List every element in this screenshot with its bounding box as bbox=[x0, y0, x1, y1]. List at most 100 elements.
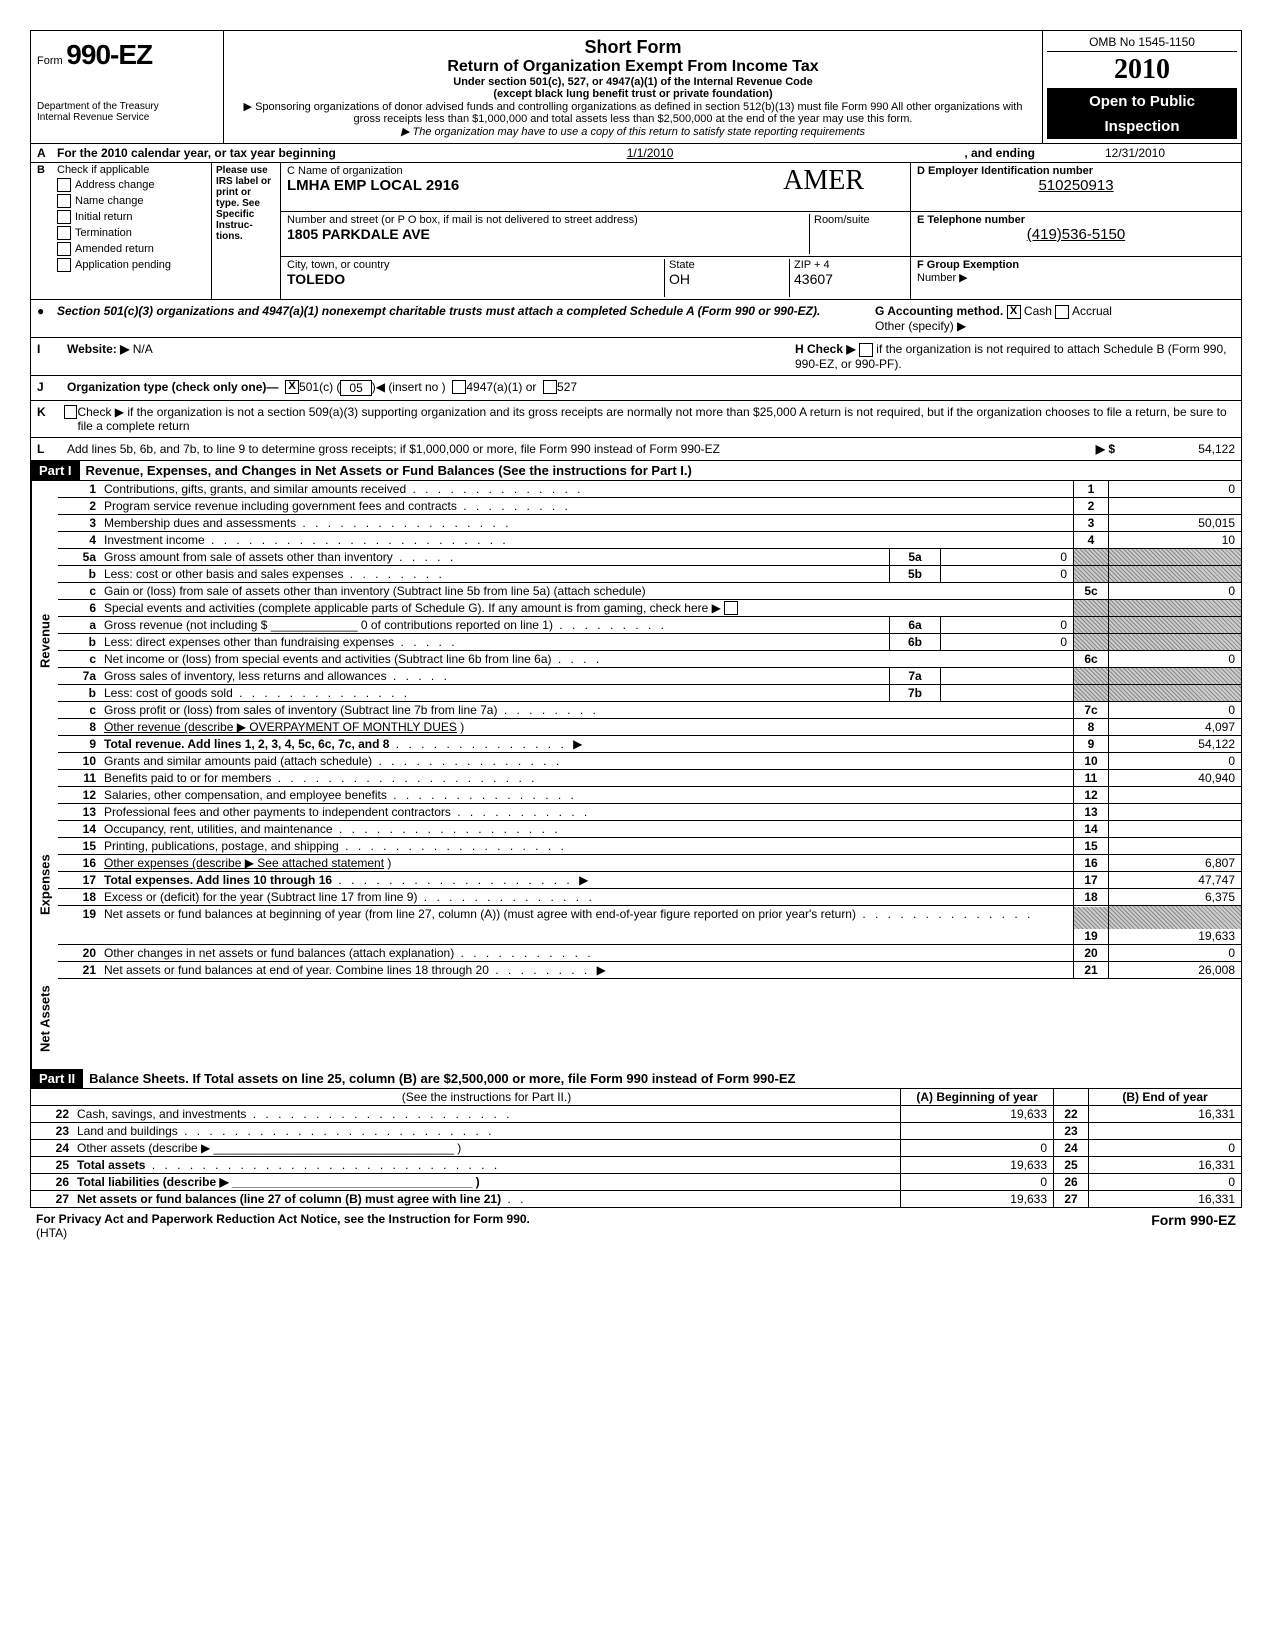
lines-container: 1Contributions, gifts, grants, and simil… bbox=[58, 481, 1241, 1069]
bs23b bbox=[1089, 1123, 1241, 1139]
bs24b: 0 bbox=[1089, 1140, 1241, 1156]
d-label: D Employer Identification number bbox=[917, 165, 1093, 177]
line13-val bbox=[1109, 804, 1241, 820]
line10-val: 0 bbox=[1109, 753, 1241, 769]
form-header: Form 990-EZ Department of the Treasury I… bbox=[31, 31, 1241, 144]
check-pending[interactable] bbox=[57, 258, 71, 272]
line5c-val: 0 bbox=[1109, 583, 1241, 599]
e-label: E Telephone number bbox=[917, 214, 1025, 226]
check-initial[interactable] bbox=[57, 210, 71, 224]
check-amended[interactable] bbox=[57, 242, 71, 256]
form-word: Form bbox=[37, 55, 63, 67]
row-a: A For the 2010 calendar year, or tax yea… bbox=[31, 144, 1241, 163]
title-main: Return of Organization Exempt From Incom… bbox=[234, 58, 1032, 76]
col-b-header: (B) End of year bbox=[1089, 1089, 1241, 1105]
check-501c[interactable] bbox=[285, 380, 299, 394]
ein-value: 510250913 bbox=[917, 177, 1235, 194]
org-name: LMHA EMP LOCAL 2916 bbox=[287, 177, 783, 194]
line21-val: 26,008 bbox=[1109, 962, 1241, 978]
bs25b: 16,331 bbox=[1089, 1157, 1241, 1173]
bs27b: 16,331 bbox=[1089, 1191, 1241, 1207]
bs25a: 19,633 bbox=[900, 1157, 1053, 1173]
part2-header: Part II Balance Sheets. If Total assets … bbox=[31, 1069, 1241, 1089]
title-sub2: (except black lung benefit trust or priv… bbox=[234, 88, 1032, 100]
title-sub1: Under section 501(c), 527, or 4947(a)(1)… bbox=[234, 76, 1032, 88]
name-address-block: C Name of organization LMHA EMP LOCAL 29… bbox=[281, 163, 911, 299]
line2-val bbox=[1109, 498, 1241, 514]
f-label: F Group Exemption bbox=[917, 259, 1019, 271]
bs22b: 16,331 bbox=[1089, 1106, 1241, 1122]
dept-label: Department of the Treasury bbox=[37, 101, 217, 112]
k-text: Check ▶ if the organization is not a sec… bbox=[77, 405, 1235, 433]
row-a-label: For the 2010 calendar year, or tax year … bbox=[57, 146, 336, 160]
part1-title: Revenue, Expenses, and Changes in Net As… bbox=[80, 461, 1241, 480]
check-cash[interactable] bbox=[1007, 305, 1021, 319]
line3-val: 50,015 bbox=[1109, 515, 1241, 531]
ending-label: , and ending bbox=[964, 146, 1035, 160]
omb-number: OMB No 1545-1150 bbox=[1047, 35, 1237, 52]
check-header: Check if applicable bbox=[57, 164, 149, 176]
col-d-e-f: D Employer Identification number 5102509… bbox=[911, 163, 1241, 299]
bs26b: 0 bbox=[1089, 1174, 1241, 1190]
tax-year: 2010 bbox=[1047, 52, 1237, 89]
zip-value: 43607 bbox=[794, 271, 904, 287]
phone-value: (419)536-5150 bbox=[917, 226, 1235, 243]
row-j: J Organization type (check only one)— 50… bbox=[31, 376, 1241, 401]
website-label: Website: ▶ bbox=[67, 342, 129, 371]
f-sub: Number ▶ bbox=[917, 271, 1235, 284]
check-address[interactable] bbox=[57, 178, 71, 192]
check-h[interactable] bbox=[859, 343, 873, 357]
text-501c3: Section 501(c)(3) organizations and 4947… bbox=[57, 304, 875, 333]
street-value: 1805 PARKDALE AVE bbox=[287, 226, 809, 242]
please-label: Please use IRS label or print or type. S… bbox=[212, 163, 281, 299]
bs26a: 0 bbox=[900, 1174, 1053, 1190]
city-value: TOLEDO bbox=[287, 271, 664, 287]
lines-block: Revenue Expenses Net Assets 1Contributio… bbox=[31, 481, 1241, 1069]
check-name[interactable] bbox=[57, 194, 71, 208]
check-4947[interactable] bbox=[452, 380, 466, 394]
check-527[interactable] bbox=[543, 380, 557, 394]
handwritten-amer: AMER bbox=[783, 165, 904, 209]
line19-val: 19,633 bbox=[1115, 929, 1235, 943]
row-l: L Add lines 5b, 6b, and 7b, to line 9 to… bbox=[31, 438, 1241, 461]
line18-val: 6,375 bbox=[1109, 889, 1241, 905]
website-value: N/A bbox=[133, 342, 153, 371]
h-label: H Check ▶ bbox=[795, 342, 856, 356]
row-k: K Check ▶ if the organization is not a s… bbox=[31, 401, 1241, 438]
state-value: OH bbox=[669, 271, 789, 287]
part1-label: Part I bbox=[31, 461, 80, 480]
row-i-h: I Website: ▶ N/A H Check ▶ if the organi… bbox=[31, 338, 1241, 376]
l-value: 54,122 bbox=[1115, 442, 1235, 456]
form-990ez-footer: Form 990-EZ bbox=[1151, 1212, 1236, 1228]
city-label: City, town, or country bbox=[287, 259, 664, 271]
line8-val: 4,097 bbox=[1109, 719, 1241, 735]
vert-netassets: Net Assets bbox=[31, 969, 58, 1069]
street-label: Number and street (or P O box, if mail i… bbox=[287, 214, 809, 226]
line17-val: 47,747 bbox=[1109, 872, 1241, 888]
year-begin: 1/1/2010 bbox=[336, 146, 965, 160]
state-label: State bbox=[669, 259, 789, 271]
year-end: 12/31/2010 bbox=[1035, 146, 1235, 160]
part2-instr: (See the instructions for Part II.) bbox=[73, 1089, 900, 1105]
copy-note: ▶ The organization may have to use a cop… bbox=[234, 125, 1032, 138]
part2-label: Part II bbox=[31, 1069, 83, 1088]
open-public: Open to Public bbox=[1047, 89, 1237, 114]
zip-label: ZIP + 4 bbox=[794, 259, 904, 271]
col-a-header: (A) Beginning of year bbox=[900, 1089, 1053, 1105]
room-label: Room/suite bbox=[809, 214, 904, 254]
header-left: Form 990-EZ Department of the Treasury I… bbox=[31, 31, 224, 143]
vert-revenue: Revenue bbox=[31, 481, 58, 801]
check-termination[interactable] bbox=[57, 226, 71, 240]
check-k[interactable] bbox=[64, 405, 77, 419]
hta-label: (HTA) bbox=[36, 1226, 530, 1240]
part2-title: Balance Sheets. If Total assets on line … bbox=[83, 1069, 1241, 1088]
section-b: BCheck if applicable Address change Name… bbox=[31, 163, 1241, 300]
col-b-checks: BCheck if applicable Address change Name… bbox=[31, 163, 212, 299]
bs22a: 19,633 bbox=[900, 1106, 1053, 1122]
line12-val bbox=[1109, 787, 1241, 803]
check-accrual[interactable] bbox=[1055, 305, 1069, 319]
irs-label: Internal Revenue Service bbox=[37, 112, 217, 123]
header-right: OMB No 1545-1150 2010 Open to Public Ins… bbox=[1043, 31, 1241, 143]
form-990ez: Form 990-EZ Department of the Treasury I… bbox=[30, 30, 1242, 1208]
row-501c3: ● Section 501(c)(3) organizations and 49… bbox=[31, 300, 1241, 338]
